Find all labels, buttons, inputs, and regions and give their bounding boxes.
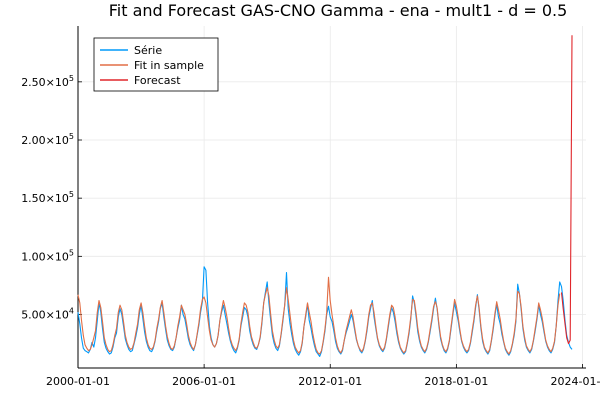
- y-tick-mantissa: 5.00×10: [21, 308, 69, 321]
- y-tick-mantissa: 1.00×10: [21, 250, 69, 263]
- y-tick-mantissa: 2.50×10: [21, 76, 69, 89]
- chart-title: Fit and Forecast GAS-CNO Gamma - ena - m…: [109, 1, 568, 20]
- y-tick-exponent: 4: [69, 306, 74, 315]
- series-layer: [77, 35, 573, 357]
- y-tick-label: 2.50×105: [21, 74, 74, 89]
- y-tick-label: 1.00×105: [21, 248, 74, 263]
- y-tick-label: 2.00×105: [21, 132, 74, 147]
- series-line-fit-in-sample: [77, 276, 561, 355]
- x-tick-label: 2006-01-01: [172, 375, 236, 388]
- y-tick-exponent: 5: [69, 248, 74, 257]
- y-tick-exponent: 5: [69, 74, 74, 83]
- legend-label: Fit in sample: [134, 59, 204, 72]
- y-tick-mantissa: 1.50×10: [21, 192, 69, 205]
- y-tick-exponent: 5: [69, 190, 74, 199]
- x-tick-label: 2012-01-01: [298, 375, 362, 388]
- x-tick-label: 2000-01-01: [46, 375, 110, 388]
- axes: [77, 26, 586, 369]
- y-tick-mantissa: 2.00×10: [21, 134, 69, 147]
- y-tick-label: 5.00×104: [21, 306, 74, 321]
- y-tick-exponent: 5: [69, 132, 74, 141]
- legend-label: Série: [134, 44, 162, 57]
- x-tick-label: 2018-01-01: [424, 375, 488, 388]
- legend-label: Forecast: [134, 74, 181, 87]
- x-tick-label: 2024-01-01: [551, 375, 600, 388]
- legend: Série Fit in sample Forecast: [93, 37, 219, 92]
- series-line-forecast: [560, 35, 573, 345]
- tick-labels: 2000-01-01 2006-01-01 2012-01-01 2018-01-01…: [21, 74, 600, 388]
- y-tick-label: 1.50×105: [21, 190, 74, 205]
